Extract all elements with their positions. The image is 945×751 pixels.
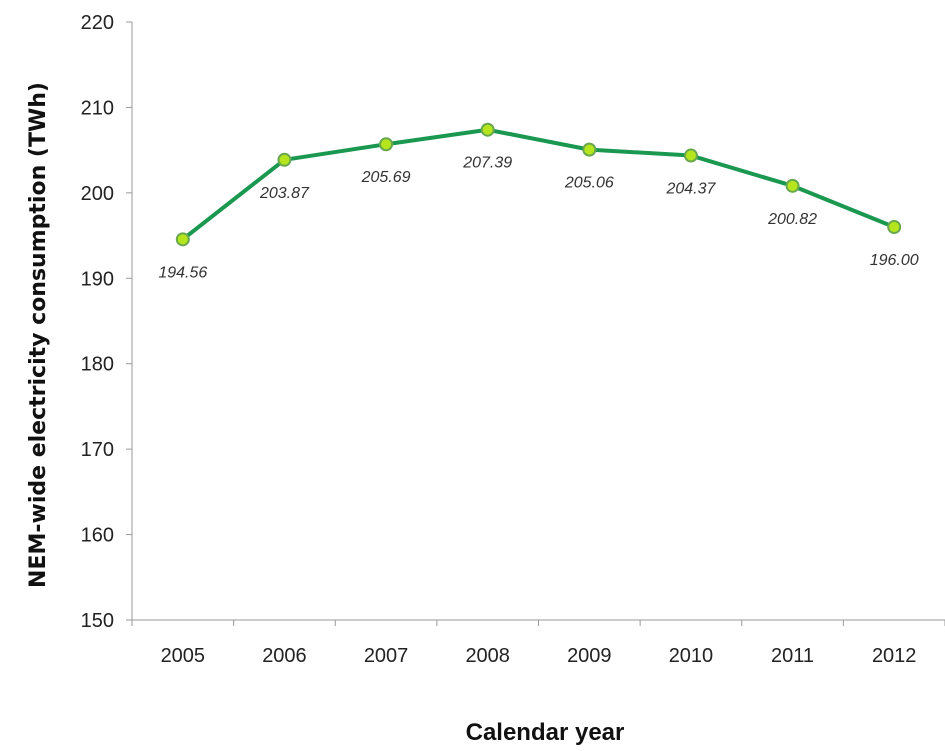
data-label: 203.87 xyxy=(259,185,310,202)
data-point xyxy=(785,178,800,193)
data-point xyxy=(582,142,597,157)
data-point xyxy=(887,220,902,235)
y-tick-label: 220 xyxy=(81,12,114,34)
data-label: 196.00 xyxy=(870,252,919,269)
y-tick-label: 150 xyxy=(81,610,114,632)
series-line xyxy=(181,127,895,241)
data-point xyxy=(683,148,698,163)
data-point xyxy=(175,232,190,247)
data-label: 205.69 xyxy=(361,169,411,186)
x-axis: 2005 2006 2007 2008 2009 2010 2011 2012 xyxy=(131,619,945,667)
y-tick-label: 170 xyxy=(81,439,114,461)
data-label: 207.39 xyxy=(462,155,512,172)
x-tick-label: 2008 xyxy=(465,645,510,667)
x-tick-label: 2009 xyxy=(567,645,612,667)
x-tick-label: 2007 xyxy=(364,645,409,667)
x-axis-title: Calendar year xyxy=(466,719,625,746)
data-label: 204.37 xyxy=(665,181,716,198)
x-tick-label: 2012 xyxy=(872,645,917,667)
data-label: 200.82 xyxy=(767,211,817,228)
x-tick-label: 2005 xyxy=(161,645,206,667)
y-tick-label: 180 xyxy=(81,354,114,376)
x-tick-label: 2010 xyxy=(669,645,714,667)
y-tick-label: 210 xyxy=(81,97,114,119)
y-tick-label: 190 xyxy=(81,268,114,290)
x-tick-label: 2006 xyxy=(262,645,307,667)
data-point xyxy=(277,152,292,167)
data-label: 194.56 xyxy=(158,264,207,281)
series-line-group xyxy=(181,127,895,241)
data-points xyxy=(175,122,902,247)
data-label: 205.06 xyxy=(564,175,614,192)
y-tick-label: 160 xyxy=(81,525,114,547)
data-point xyxy=(379,137,394,152)
y-tick-label: 200 xyxy=(81,183,114,205)
data-labels: 194.56 203.87 205.69 207.39 205.06 204.37 200.… xyxy=(158,155,918,282)
data-point xyxy=(480,122,495,137)
y-axis: 150 160 170 180 190 200 210 220 xyxy=(81,12,133,632)
x-tick-label: 2011 xyxy=(771,645,814,667)
y-axis-title: NEM-wide electricity consumption (TWh) xyxy=(26,82,51,588)
